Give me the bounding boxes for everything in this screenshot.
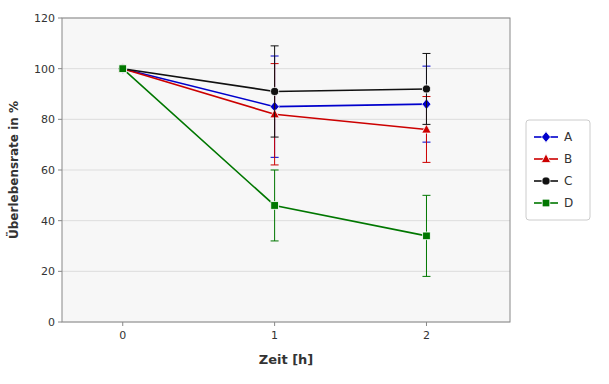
y-tick-label: 20 bbox=[41, 265, 55, 278]
series-marker bbox=[423, 232, 431, 240]
y-tick bbox=[58, 170, 62, 171]
series-2 bbox=[119, 46, 431, 137]
series-marker bbox=[422, 124, 431, 133]
grid-line bbox=[62, 220, 510, 221]
series-marker bbox=[118, 63, 127, 72]
y-tick bbox=[58, 18, 62, 19]
grid-line bbox=[62, 119, 510, 120]
data-layer bbox=[118, 46, 431, 277]
error-bar bbox=[271, 46, 279, 137]
grid bbox=[62, 18, 510, 322]
legend-box bbox=[526, 120, 590, 220]
legend-label: D bbox=[564, 196, 573, 210]
series-marker bbox=[422, 85, 430, 93]
y-axis-label: Überlebensrate in % bbox=[6, 101, 21, 239]
error-bar bbox=[422, 53, 430, 124]
x-axis: 0 1 2 bbox=[119, 322, 430, 342]
y-tick-label: 0 bbox=[48, 316, 55, 329]
x-tick bbox=[122, 322, 123, 326]
plot-frame bbox=[62, 18, 510, 322]
legend-label: C bbox=[564, 174, 572, 188]
y-tick-label: 120 bbox=[34, 12, 55, 25]
y-tick bbox=[58, 271, 62, 272]
x-tick-label: 0 bbox=[119, 329, 126, 342]
series-marker bbox=[118, 63, 127, 74]
grid-line bbox=[62, 271, 510, 272]
y-axis: 0 20 40 60 80 100 120 bbox=[34, 12, 62, 329]
y-tick bbox=[58, 119, 62, 120]
series-marker bbox=[119, 65, 127, 73]
chart-svg: 0 20 40 60 80 100 120 0 1 2 Zeit [h] Überlebensrate… bbox=[0, 0, 609, 384]
x-tick-label: 2 bbox=[423, 329, 430, 342]
x-tick bbox=[426, 322, 427, 326]
y-tick-label: 100 bbox=[34, 63, 55, 76]
legend-marker bbox=[541, 154, 550, 163]
y-tick-label: 60 bbox=[41, 164, 55, 177]
legend-label: A bbox=[564, 130, 573, 144]
x-tick bbox=[274, 322, 275, 326]
legend: ABCD bbox=[526, 120, 590, 220]
x-tick-label: 1 bbox=[271, 329, 278, 342]
series-marker bbox=[119, 65, 127, 73]
x-axis-label: Zeit [h] bbox=[259, 352, 314, 367]
y-tick bbox=[58, 68, 62, 69]
y-tick bbox=[58, 220, 62, 221]
legend-marker bbox=[542, 199, 550, 207]
plot-background bbox=[62, 18, 510, 322]
series-marker bbox=[271, 202, 279, 210]
legend-marker bbox=[542, 177, 550, 185]
y-tick bbox=[58, 322, 62, 323]
y-tick-label: 40 bbox=[41, 215, 55, 228]
grid-line bbox=[62, 170, 510, 171]
legend-marker bbox=[542, 132, 551, 143]
y-tick-label: 80 bbox=[41, 113, 55, 126]
chart-container: 0 20 40 60 80 100 120 0 1 2 Zeit [h] Überlebensrate… bbox=[0, 0, 609, 384]
legend-label: B bbox=[564, 152, 572, 166]
error-bar bbox=[422, 195, 430, 276]
error-bar bbox=[271, 170, 279, 241]
series-marker bbox=[271, 87, 279, 95]
series-3 bbox=[119, 65, 431, 277]
